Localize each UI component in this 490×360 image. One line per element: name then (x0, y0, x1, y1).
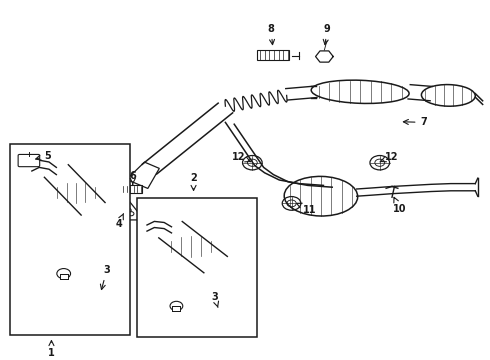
Text: 2: 2 (190, 173, 197, 190)
Ellipse shape (171, 233, 212, 260)
FancyBboxPatch shape (18, 154, 40, 167)
Text: 11: 11 (296, 203, 317, 215)
Text: 5: 5 (36, 150, 51, 161)
Text: 8: 8 (268, 24, 274, 45)
Ellipse shape (56, 181, 96, 204)
Ellipse shape (421, 85, 475, 106)
Polygon shape (113, 200, 144, 220)
Text: 1: 1 (48, 341, 55, 358)
Text: 12: 12 (232, 152, 251, 162)
Text: 10: 10 (392, 197, 406, 214)
Text: 7: 7 (403, 117, 427, 127)
Text: 12: 12 (380, 152, 399, 162)
Polygon shape (84, 235, 117, 256)
Text: 3: 3 (100, 265, 110, 289)
Ellipse shape (284, 176, 358, 216)
Ellipse shape (311, 80, 409, 103)
Text: 6: 6 (129, 171, 136, 184)
Text: 3: 3 (211, 292, 219, 307)
Bar (10, 144, 130, 335)
Bar (257, 50, 289, 60)
Polygon shape (126, 162, 159, 188)
Text: 4: 4 (115, 213, 123, 229)
Bar (137, 198, 257, 337)
Polygon shape (202, 296, 234, 315)
Bar (60, 274, 68, 279)
Bar (172, 306, 180, 311)
Text: 9: 9 (323, 24, 331, 45)
Polygon shape (316, 51, 333, 62)
Bar (122, 185, 142, 193)
